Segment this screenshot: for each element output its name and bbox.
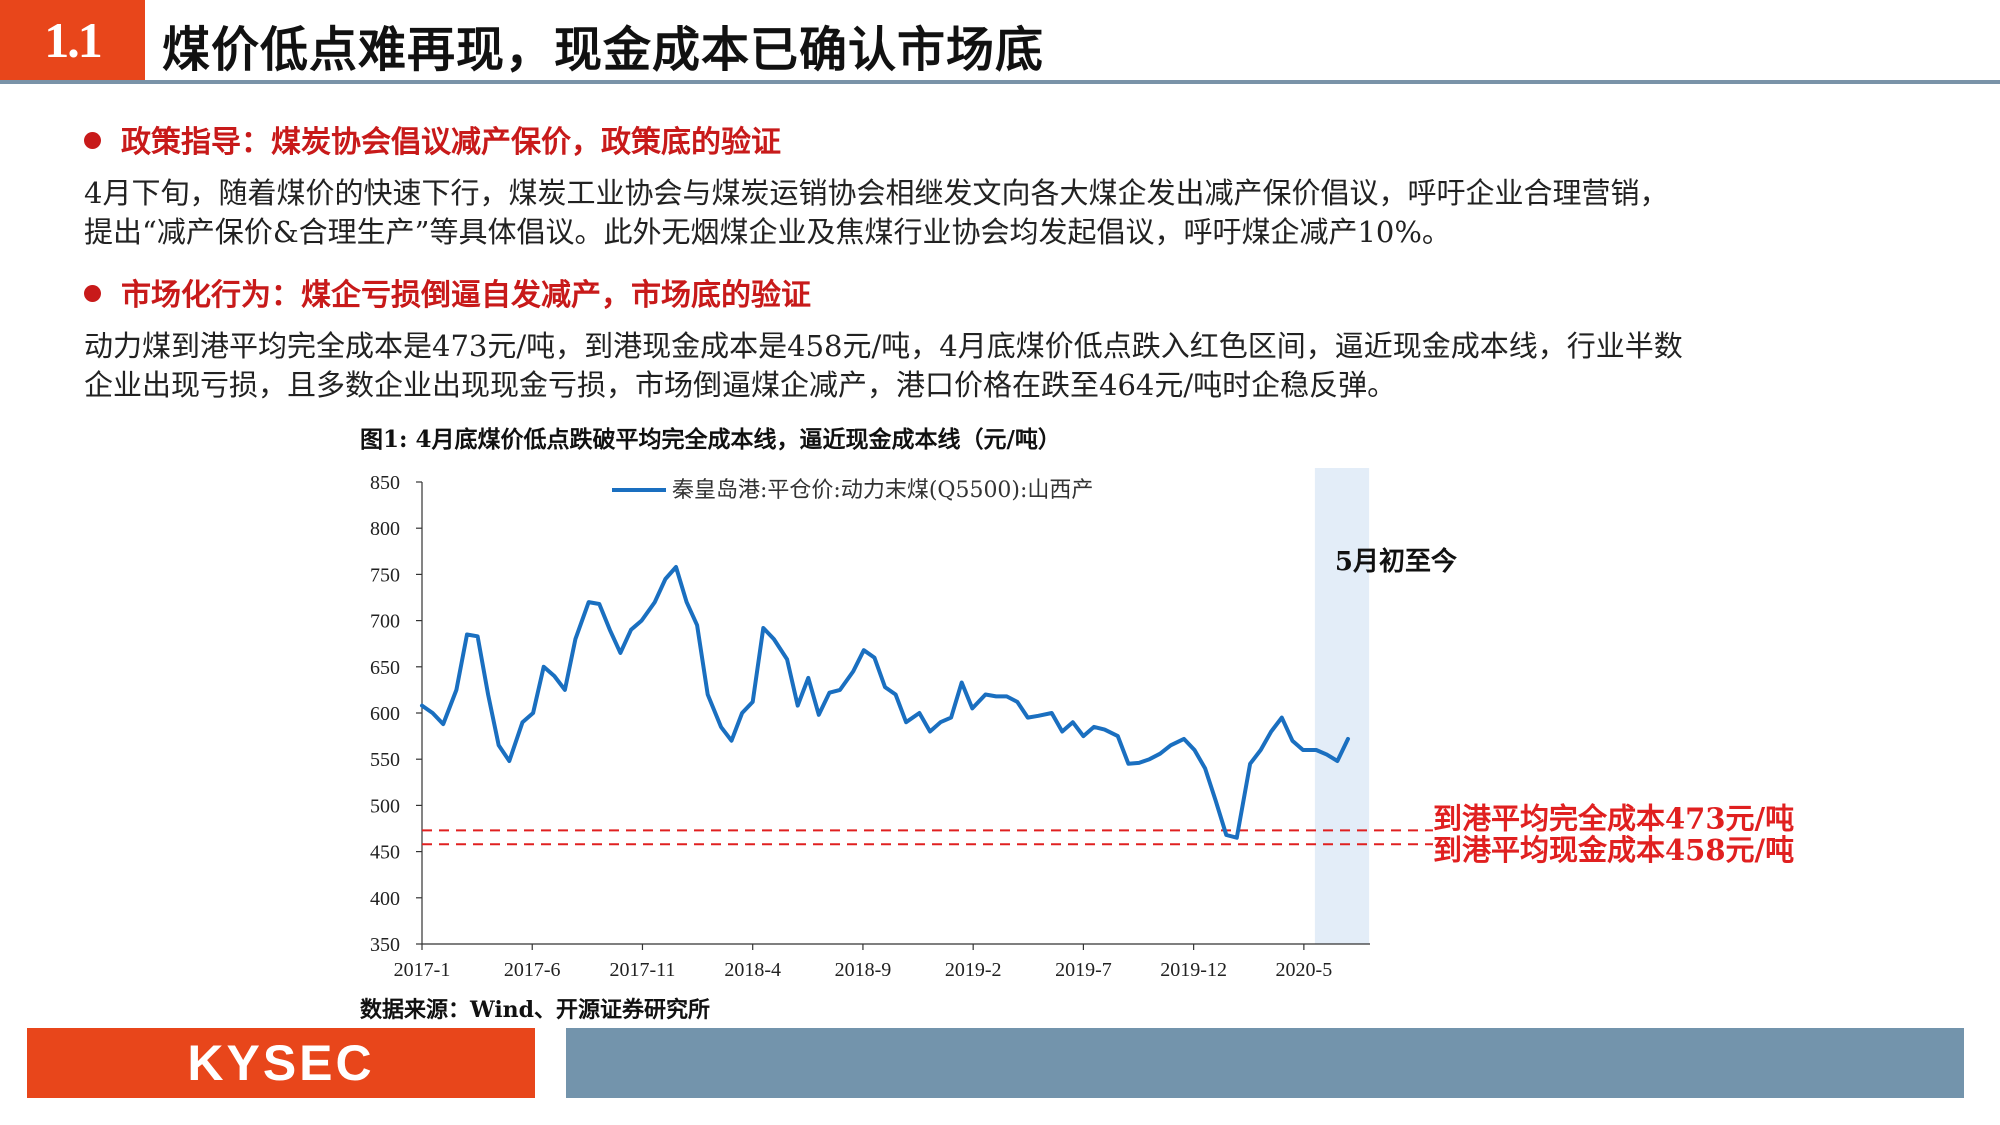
threshold-label: 到港平均现金成本458元/吨 bbox=[1433, 833, 1794, 867]
threshold-label: 到港平均完全成本473元/吨 bbox=[1433, 801, 1794, 835]
y-tick-label: 600 bbox=[370, 703, 400, 725]
x-tick-label: 2020-5 bbox=[1276, 959, 1333, 981]
y-tick-label: 800 bbox=[370, 518, 400, 540]
footer-bar bbox=[566, 1028, 1964, 1098]
market-paragraph: 动力煤到港平均完全成本是473元/吨，到港现金成本是458元/吨，4月底煤价低点… bbox=[84, 327, 1944, 405]
text-line: 4月下旬，随着煤价的快速下行，煤炭工业协会与煤炭运销协会相继发文向各大煤企发出减… bbox=[84, 176, 1669, 210]
highlight-band bbox=[1314, 468, 1370, 944]
x-tick-label: 2019-7 bbox=[1055, 959, 1112, 981]
section-heading-policy: 政策指导：煤炭协会倡议减产保价，政策底的验证 bbox=[84, 117, 781, 161]
kysec-logo: KYSEC bbox=[27, 1028, 535, 1098]
x-tick-label: 2017-11 bbox=[610, 959, 676, 981]
text-line: 企业出现亏损，且多数企业出现现金亏损，市场倒逼煤企减产，港口价格在跌至464元/… bbox=[84, 368, 1397, 402]
y-tick-label: 400 bbox=[370, 888, 400, 910]
y-tick-label: 350 bbox=[370, 934, 400, 956]
y-tick-label: 550 bbox=[370, 749, 400, 771]
x-tick-label: 2019-12 bbox=[1160, 959, 1227, 981]
y-tick-label: 700 bbox=[370, 611, 400, 633]
section-heading-market: 市场化行为：煤企亏损倒逼自发减产，市场底的验证 bbox=[84, 270, 811, 314]
y-tick-label: 850 bbox=[370, 472, 400, 494]
figure-source: 数据来源：Wind、开源证券研究所 bbox=[360, 997, 711, 1023]
bullet-icon bbox=[84, 285, 101, 302]
header-divider bbox=[0, 80, 2000, 84]
policy-paragraph: 4月下旬，随着煤价的快速下行，煤炭工业协会与煤炭运销协会相继发文向各大煤企发出减… bbox=[84, 174, 1944, 252]
x-tick-label: 2018-4 bbox=[724, 959, 781, 981]
x-tick-label: 2019-2 bbox=[945, 959, 1002, 981]
coal-price-chart: 5月初至今 350 400 450 500 550 600 650 700 750 800 850 20… bbox=[370, 468, 1794, 981]
x-tick-label: 2017-6 bbox=[504, 959, 561, 981]
figure-title: 图1: 4月底煤价低点跌破平均完全成本线，逼近现金成本线（元/吨） bbox=[360, 426, 1061, 453]
bullet-icon bbox=[84, 132, 101, 149]
band-label: 5月初至今 bbox=[1335, 546, 1457, 577]
x-tick-label: 2017-1 bbox=[394, 959, 451, 981]
section-number: 1.1 bbox=[0, 0, 145, 80]
y-tick-label: 750 bbox=[370, 564, 400, 586]
y-tick-label: 650 bbox=[370, 657, 400, 679]
legend-label: 秦皇岛港:平仓价:动力末煤(Q5500):山西产 bbox=[672, 478, 1093, 503]
page-title: 煤价低点难再现，现金成本已确认市场底 bbox=[162, 22, 1045, 78]
text-line: 动力煤到港平均完全成本是473元/吨，到港现金成本是458元/吨，4月底煤价低点… bbox=[84, 329, 1683, 363]
text-line: 提出“减产保价&合理生产”等具体倡议。此外无烟煤企业及焦煤行业协会均发起倡议，呼… bbox=[84, 215, 1451, 249]
series-line bbox=[420, 565, 1350, 840]
x-tick-label: 2018-9 bbox=[835, 959, 892, 981]
y-tick-label: 450 bbox=[370, 842, 400, 864]
y-tick-label: 500 bbox=[370, 795, 400, 817]
